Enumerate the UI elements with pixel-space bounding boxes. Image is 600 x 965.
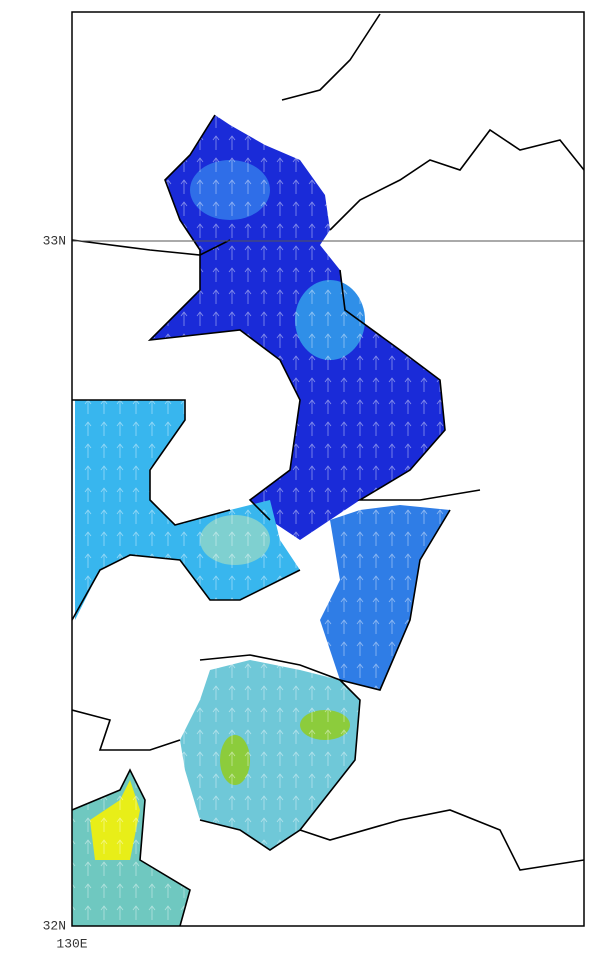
- map-frame: [71, 11, 585, 927]
- lat-label: 32N: [43, 918, 66, 933]
- lon-label: 130E: [56, 936, 87, 951]
- lat-label: 33N: [43, 233, 66, 248]
- coastline: [72, 13, 584, 926]
- field: [72, 12, 584, 926]
- flow-arrows: [72, 12, 584, 926]
